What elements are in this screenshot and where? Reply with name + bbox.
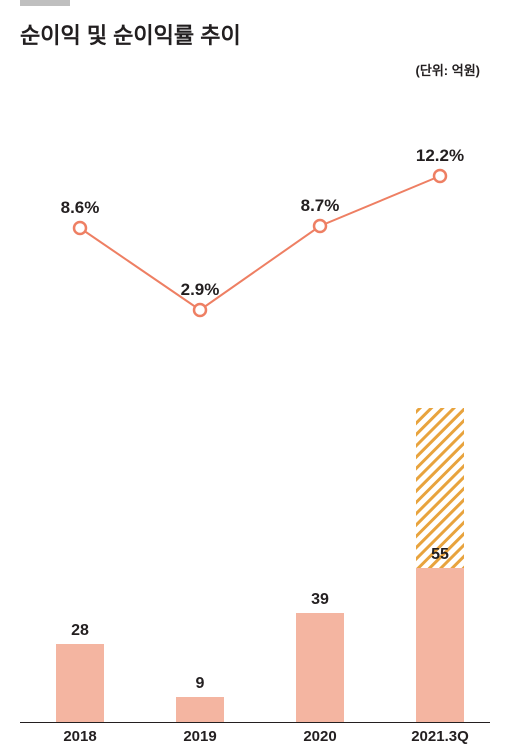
bar-value-label: 39 xyxy=(290,591,350,609)
bar-value-label: 9 xyxy=(170,675,230,693)
line-marker xyxy=(74,222,86,234)
line-marker xyxy=(314,220,326,232)
line-marker xyxy=(194,304,206,316)
xaxis-line xyxy=(20,722,490,723)
line-marker xyxy=(434,170,446,182)
xaxis-tick-label: 2020 xyxy=(270,728,370,745)
line-value-label: 12.2% xyxy=(400,146,480,166)
bar xyxy=(176,697,224,722)
line-path xyxy=(80,176,440,310)
bar-hatched xyxy=(416,408,464,568)
line-value-label: 2.9% xyxy=(160,280,240,300)
bar xyxy=(416,568,464,722)
xaxis-tick-label: 2018 xyxy=(30,728,130,745)
line-value-label: 8.7% xyxy=(280,196,360,216)
xaxis-tick-label: 2021.3Q xyxy=(390,728,490,745)
bar-value-label: 28 xyxy=(50,622,110,640)
line-series xyxy=(74,170,446,316)
bar-value-label: 55 xyxy=(410,546,470,564)
bar xyxy=(296,613,344,722)
xaxis-tick-label: 2019 xyxy=(150,728,250,745)
chart-page: 순이익 및 순이익률 추이 (단위: 억원) 2893955 201820192… xyxy=(0,0,510,753)
line-value-label: 8.6% xyxy=(40,198,120,218)
bar xyxy=(56,644,104,722)
